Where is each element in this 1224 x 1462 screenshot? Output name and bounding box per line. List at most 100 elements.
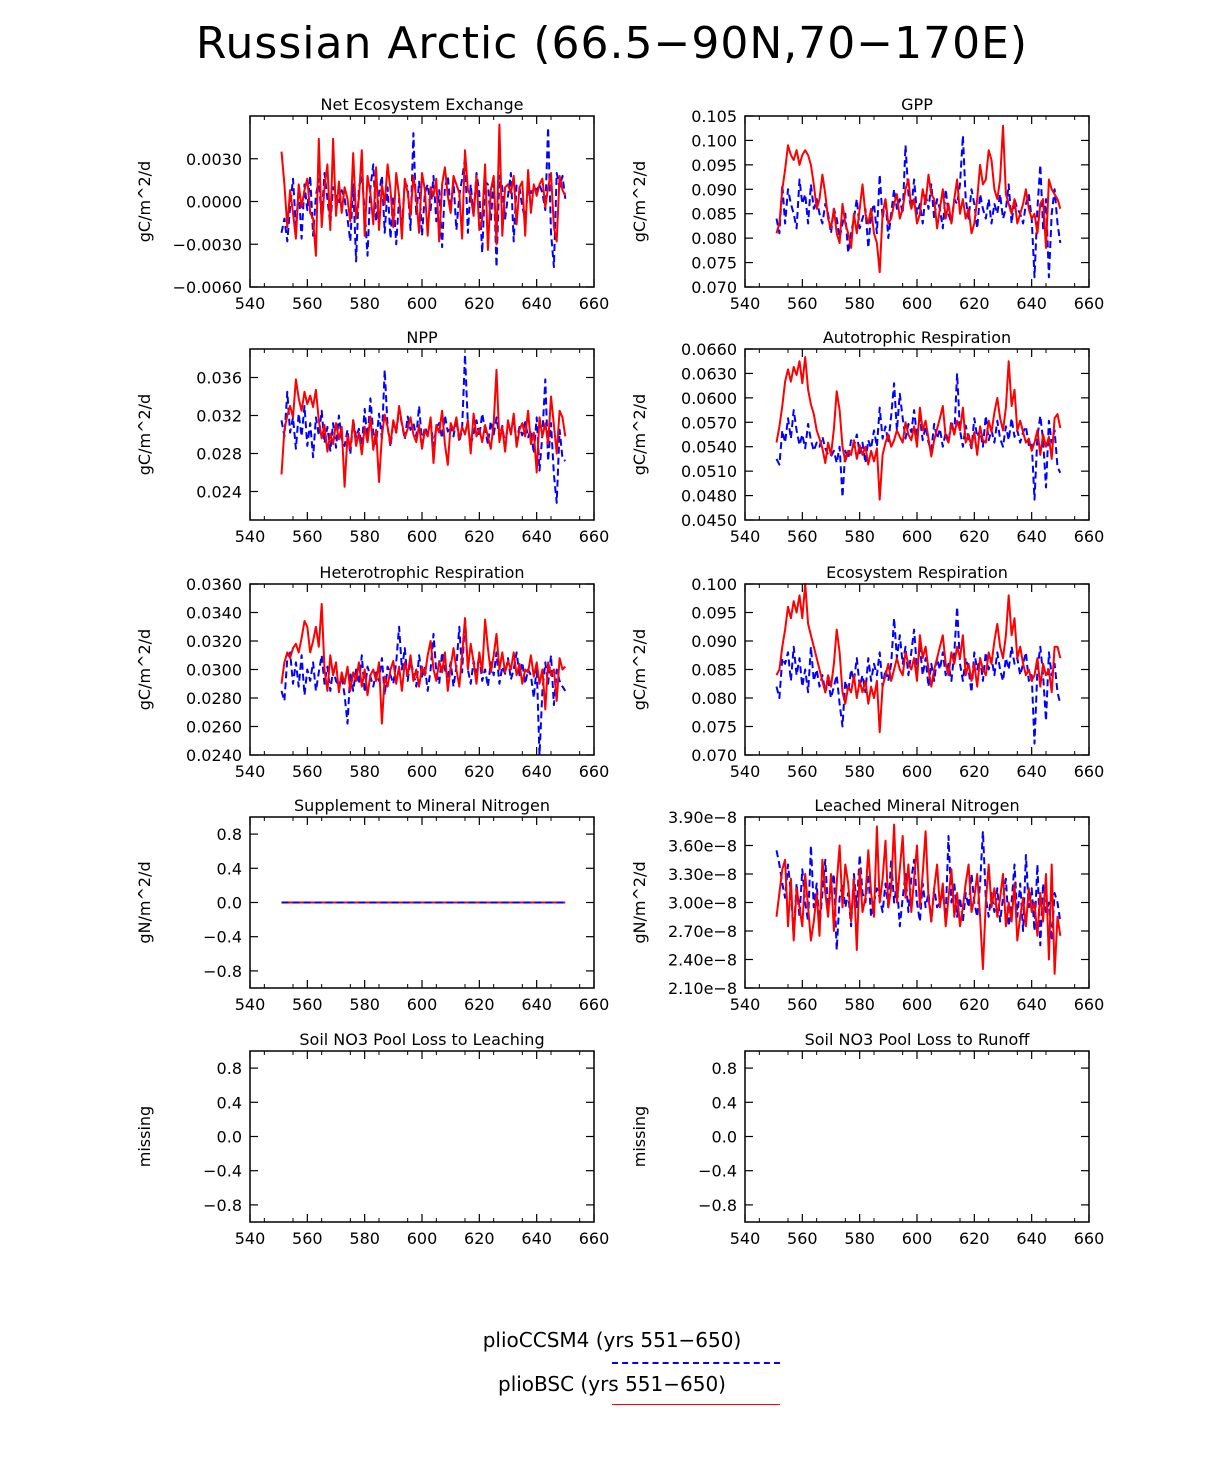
x-tick-label: 620 — [959, 762, 990, 781]
x-tick-label: 540 — [235, 762, 266, 781]
series-line-pliobsc — [280, 603, 567, 725]
x-tick-label: 600 — [407, 995, 438, 1014]
x-tick-label: 560 — [292, 762, 323, 781]
x-tick-label: 660 — [1074, 995, 1105, 1014]
plot-frame — [249, 1050, 595, 1223]
legend-label-pliobsc: plioBSC (yrs 551−650) — [498, 1372, 726, 1396]
chart-title: Ecosystem Respiration — [826, 563, 1008, 582]
chart-title: Leached Mineral Nitrogen — [814, 796, 1019, 815]
y-tick-label: 0.4 — [712, 1093, 737, 1112]
x-tick-label: 640 — [1016, 1229, 1047, 1248]
x-tick-label: 620 — [959, 1229, 990, 1248]
y-axis-label: gC/m^2/d — [135, 161, 154, 242]
chart-panel: 540 560 580 600 620 640 660 3.90e−8 3.60e−8 3.30e… — [630, 796, 1104, 1014]
y-tick-label: −0.0030 — [173, 235, 242, 254]
x-tick-label: 600 — [407, 294, 438, 313]
plot-frame — [744, 1050, 1090, 1223]
x-tick-label: 600 — [902, 762, 933, 781]
y-tick-label: 0.070 — [691, 278, 737, 297]
y-axis-label: gC/m^2/d — [630, 629, 649, 710]
y-tick-label: 0.8 — [217, 1059, 242, 1078]
x-tick-label: 600 — [902, 527, 933, 546]
x-tick-label: 620 — [464, 294, 495, 313]
y-tick-label: 0.0340 — [186, 604, 242, 623]
y-tick-label: 3.60e−8 — [668, 837, 737, 856]
x-tick-label: 580 — [349, 527, 380, 546]
chart-panel: 540 560 580 600 620 640 660 0.0360 0.0340 0.0320 0… — [135, 563, 609, 781]
y-tick-label: 0.0630 — [681, 364, 737, 383]
x-tick-label: 640 — [521, 294, 552, 313]
series-line-pliobsc — [775, 583, 1062, 734]
y-axis-label: gC/m^2/d — [135, 394, 154, 475]
x-tick-label: 560 — [292, 995, 323, 1014]
y-tick-label: 0.0 — [217, 894, 242, 913]
y-tick-label: −0.8 — [203, 962, 242, 981]
series-line-plioccsm4 — [775, 134, 1062, 279]
y-tick-label: −0.8 — [203, 1196, 242, 1215]
y-tick-label: −0.4 — [698, 1162, 737, 1181]
x-tick-label: 640 — [1016, 527, 1047, 546]
x-tick-label: 540 — [235, 1229, 266, 1248]
y-tick-label: 0.085 — [691, 661, 737, 680]
x-tick-label: 600 — [902, 1229, 933, 1248]
x-tick-label: 640 — [521, 1229, 552, 1248]
y-tick-label: 0.028 — [196, 445, 242, 464]
y-axis-label: gC/m^2/d — [630, 394, 649, 475]
x-tick-label: 560 — [292, 1229, 323, 1248]
series-line-pliobsc — [775, 356, 1062, 501]
y-tick-label: 0.0320 — [186, 632, 242, 651]
x-tick-label: 540 — [730, 1229, 761, 1248]
x-tick-label: 580 — [349, 762, 380, 781]
x-tick-label: 620 — [464, 1229, 495, 1248]
y-tick-label: 0.095 — [691, 604, 737, 623]
y-tick-label: 0.8 — [712, 1059, 737, 1078]
y-tick-label: −0.8 — [698, 1196, 737, 1215]
x-tick-label: 540 — [730, 995, 761, 1014]
y-tick-label: 0.4 — [217, 1093, 242, 1112]
x-tick-label: 580 — [349, 294, 380, 313]
chart-panel: 540 560 580 600 620 640 660 0.0660 0.0630 0.0600 0… — [630, 328, 1104, 546]
y-axis-label: missing — [630, 1106, 649, 1167]
x-tick-label: 620 — [464, 762, 495, 781]
x-tick-label: 600 — [902, 294, 933, 313]
y-tick-label: 0.075 — [691, 254, 737, 273]
x-tick-label: 580 — [844, 527, 875, 546]
y-tick-label: 0.085 — [691, 205, 737, 224]
y-tick-label: 0.0360 — [186, 575, 242, 594]
y-tick-label: 0.100 — [691, 131, 737, 150]
legend-line-pliocssm4 — [612, 1362, 780, 1364]
x-tick-label: 600 — [407, 1229, 438, 1248]
y-tick-label: 0.095 — [691, 156, 737, 175]
y-tick-label: 0.100 — [691, 575, 737, 594]
x-tick-label: 600 — [407, 527, 438, 546]
x-tick-label: 620 — [959, 294, 990, 313]
x-tick-label: 660 — [579, 762, 610, 781]
y-axis-label: gN/m^2/d — [630, 861, 649, 943]
x-tick-label: 540 — [730, 762, 761, 781]
x-tick-label: 660 — [1074, 762, 1105, 781]
y-tick-label: 0.0480 — [681, 487, 737, 506]
chart-title: Soil NO3 Pool Loss to Runoff — [805, 1030, 1031, 1049]
y-tick-label: 0.105 — [691, 107, 737, 126]
y-tick-label: −0.4 — [203, 1162, 242, 1181]
x-tick-label: 640 — [1016, 294, 1047, 313]
y-tick-label: 0.024 — [196, 483, 242, 502]
x-tick-label: 640 — [521, 995, 552, 1014]
series-line-pliobsc — [280, 123, 567, 257]
y-axis-label: missing — [135, 1106, 154, 1167]
y-tick-label: −0.0060 — [173, 278, 242, 297]
x-tick-label: 580 — [844, 1229, 875, 1248]
chart-title: Autotrophic Respiration — [823, 328, 1011, 347]
chart-panel: 540 560 580 600 620 640 660 0.036 0.032 0.028 0.02… — [135, 328, 609, 546]
x-tick-label: 560 — [292, 294, 323, 313]
x-tick-label: 580 — [844, 995, 875, 1014]
x-tick-label: 660 — [1074, 294, 1105, 313]
y-tick-label: −0.4 — [203, 928, 242, 947]
chart-panel: 540 560 580 600 620 640 660 0.8 0.4 0.0 −0.4 −0.8 So… — [135, 1030, 609, 1248]
x-tick-label: 620 — [959, 527, 990, 546]
x-tick-label: 660 — [1074, 527, 1105, 546]
x-tick-label: 640 — [1016, 762, 1047, 781]
y-tick-label: 0.0240 — [186, 746, 242, 765]
x-tick-label: 640 — [521, 762, 552, 781]
